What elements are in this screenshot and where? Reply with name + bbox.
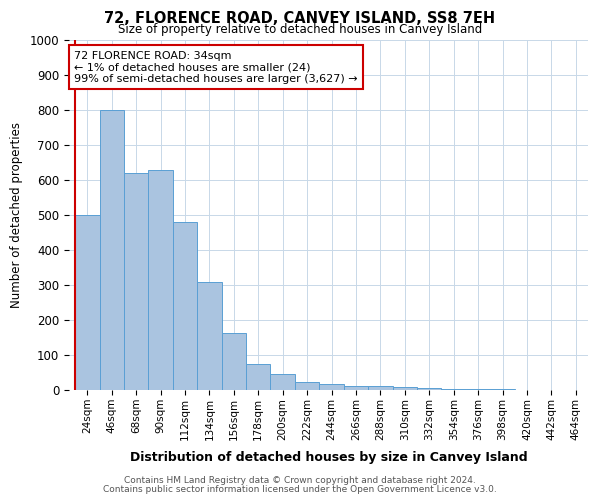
Bar <box>197 282 221 390</box>
Bar <box>466 389 490 390</box>
Bar <box>124 173 148 390</box>
Bar <box>246 364 271 390</box>
Text: 72 FLORENCE ROAD: 34sqm
← 1% of detached houses are smaller (24)
99% of semi-det: 72 FLORENCE ROAD: 34sqm ← 1% of detached… <box>74 50 358 84</box>
Bar <box>392 387 417 390</box>
Bar <box>221 334 246 390</box>
Text: Contains HM Land Registry data © Crown copyright and database right 2024.: Contains HM Land Registry data © Crown c… <box>124 476 476 485</box>
Bar <box>319 384 344 390</box>
Bar <box>173 222 197 390</box>
Bar <box>148 170 173 390</box>
Bar <box>75 215 100 390</box>
Bar <box>344 386 368 390</box>
Text: Size of property relative to detached houses in Canvey Island: Size of property relative to detached ho… <box>118 22 482 36</box>
Bar <box>271 374 295 390</box>
Text: 72, FLORENCE ROAD, CANVEY ISLAND, SS8 7EH: 72, FLORENCE ROAD, CANVEY ISLAND, SS8 7E… <box>104 11 496 26</box>
Bar <box>295 382 319 390</box>
Bar <box>368 386 392 390</box>
X-axis label: Distribution of detached houses by size in Canvey Island: Distribution of detached houses by size … <box>130 451 527 464</box>
Bar <box>100 110 124 390</box>
Y-axis label: Number of detached properties: Number of detached properties <box>10 122 23 308</box>
Bar <box>442 388 466 390</box>
Text: Contains public sector information licensed under the Open Government Licence v3: Contains public sector information licen… <box>103 484 497 494</box>
Bar <box>417 388 442 390</box>
